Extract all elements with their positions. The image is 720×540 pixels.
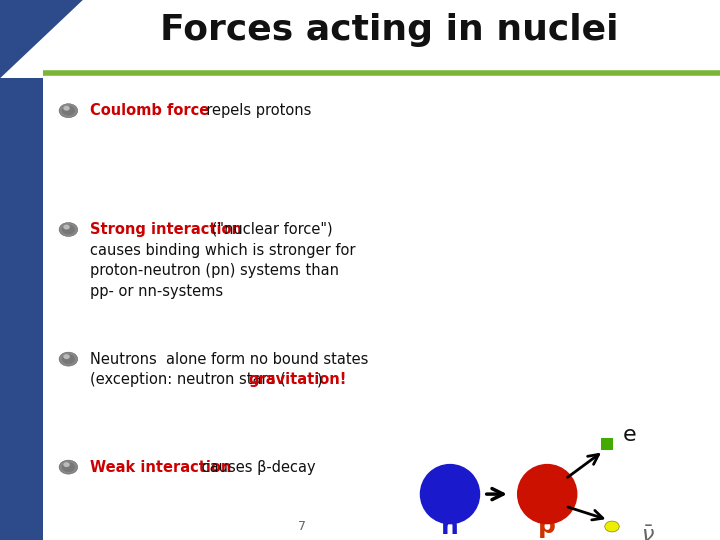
Bar: [0, 78, 43, 540]
Text: 7: 7: [298, 520, 307, 533]
Text: pp- or nn-systems: pp- or nn-systems: [90, 284, 223, 299]
Text: e: e: [624, 424, 636, 445]
Text: Coulomb force: Coulomb force: [90, 103, 210, 118]
Circle shape: [62, 354, 75, 364]
Text: proton-neutron (pn) systems than: proton-neutron (pn) systems than: [90, 263, 339, 278]
Text: Forces acting in nuclei: Forces acting in nuclei: [160, 13, 618, 46]
Circle shape: [63, 462, 70, 467]
Text: repels protons: repels protons: [197, 103, 311, 118]
Text: ("nuclear force"): ("nuclear force"): [207, 222, 333, 237]
Circle shape: [63, 106, 70, 111]
Text: (exception: neutron stars (: (exception: neutron stars (: [90, 372, 286, 387]
Ellipse shape: [420, 464, 480, 524]
Circle shape: [59, 222, 78, 237]
Text: p: p: [539, 515, 556, 538]
Text: Neutrons  alone form no bound states: Neutrons alone form no bound states: [90, 352, 369, 367]
Circle shape: [63, 225, 70, 230]
Text: causes β-decay: causes β-decay: [197, 460, 315, 475]
Text: causes binding which is stronger for: causes binding which is stronger for: [90, 242, 356, 258]
Text: $\bar{\nu}$: $\bar{\nu}$: [641, 525, 655, 540]
Circle shape: [63, 354, 70, 359]
Text: Weak interaction: Weak interaction: [90, 460, 231, 475]
Bar: [601, 438, 613, 450]
Circle shape: [605, 521, 619, 532]
Text: ): ): [317, 372, 323, 387]
Circle shape: [59, 352, 78, 366]
Circle shape: [59, 104, 78, 118]
Text: gravitation!: gravitation!: [248, 372, 347, 387]
Circle shape: [62, 462, 75, 472]
Circle shape: [62, 225, 75, 234]
Ellipse shape: [517, 464, 577, 524]
Polygon shape: [0, 0, 83, 78]
Text: n: n: [441, 515, 459, 538]
Circle shape: [59, 460, 78, 474]
Text: Strong interaction: Strong interaction: [90, 222, 242, 237]
Circle shape: [62, 106, 75, 116]
